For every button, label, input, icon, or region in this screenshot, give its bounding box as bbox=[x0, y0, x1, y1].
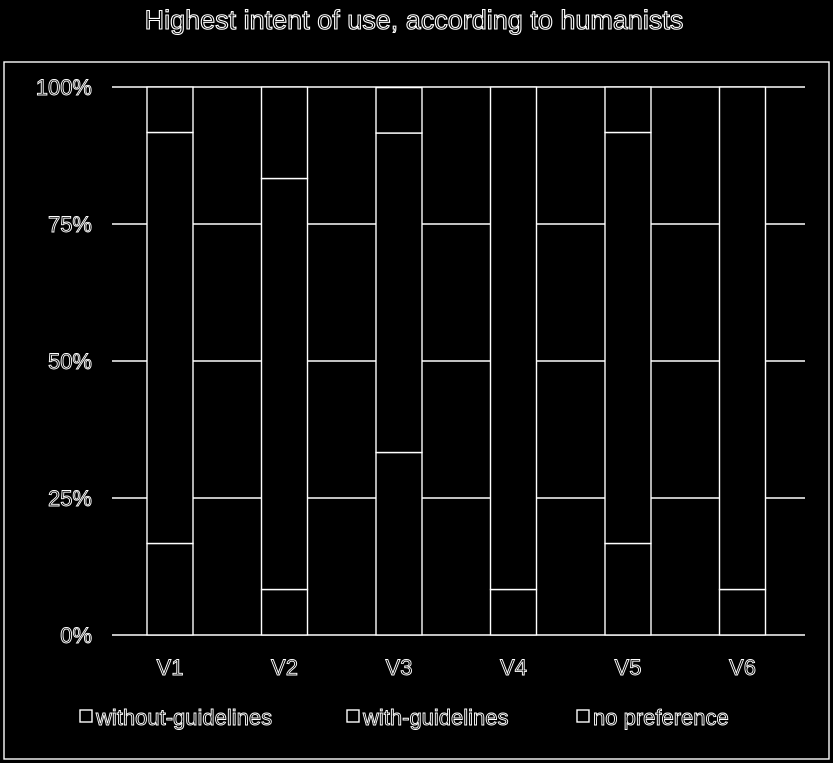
bar-segment-with-guidelines bbox=[375, 132, 423, 454]
legend-label: with-guidelines bbox=[362, 705, 509, 730]
grid-lines bbox=[112, 86, 805, 636]
bar-segment-no-preference bbox=[260, 86, 309, 180]
legend-swatch bbox=[576, 709, 590, 723]
bar-segment-with-guidelines bbox=[146, 131, 194, 545]
bar-segment-with-guidelines bbox=[604, 131, 652, 545]
bar-segment-no-preference bbox=[604, 86, 652, 134]
x-axis-tick-labels: V1 V2 V3 V4 V5 V6 bbox=[156, 655, 756, 681]
y-tick-label: 0% bbox=[60, 623, 92, 648]
y-tick-label: 100% bbox=[36, 75, 92, 100]
y-tick-label: 25% bbox=[48, 486, 92, 511]
bar-segment-no-preference bbox=[375, 86, 423, 134]
x-tick-label: V5 bbox=[615, 655, 642, 680]
x-tick-label: V3 bbox=[386, 655, 413, 680]
y-axis-tick-labels: 0% 25% 50% 75% 100% bbox=[35, 75, 92, 649]
chart-frame bbox=[3, 61, 830, 760]
bar-segment-without-guidelines bbox=[718, 588, 767, 636]
legend-label: without-guidelines bbox=[95, 705, 272, 730]
bar-segment-with-guidelines bbox=[718, 86, 767, 591]
legend-swatch bbox=[346, 709, 360, 723]
bar-segment-without-guidelines bbox=[146, 542, 194, 636]
legend-swatch bbox=[79, 709, 93, 723]
bar-segment-without-guidelines bbox=[260, 588, 309, 636]
x-tick-label: V2 bbox=[271, 655, 298, 680]
legend-label: no preference bbox=[593, 705, 729, 730]
bar-segment-no-preference bbox=[146, 86, 194, 134]
chart-title: Highest intent of use, according to huma… bbox=[145, 5, 684, 35]
x-tick-label: V1 bbox=[157, 655, 184, 680]
x-tick-label: V6 bbox=[729, 655, 756, 680]
y-tick-label: 50% bbox=[48, 349, 92, 374]
bar-segment-without-guidelines bbox=[604, 542, 652, 636]
bars bbox=[146, 86, 767, 636]
legend: without-guidelines with-guidelines no pref… bbox=[79, 705, 729, 730]
bar-segment-without-guidelines bbox=[375, 451, 423, 636]
bar-segment-with-guidelines bbox=[260, 177, 309, 591]
x-tick-label: V4 bbox=[500, 655, 527, 680]
bar-segment-with-guidelines bbox=[489, 86, 538, 591]
bar-segment-without-guidelines bbox=[489, 588, 538, 636]
y-tick-label: 75% bbox=[48, 212, 92, 237]
